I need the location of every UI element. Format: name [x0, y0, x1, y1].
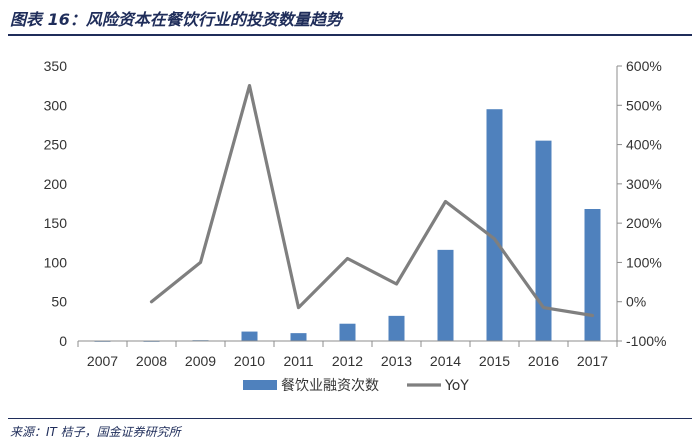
- x-tick-label-2014: 2014: [430, 353, 461, 369]
- y-right-tick-label: 100%: [626, 254, 662, 270]
- y-left-tick-label: 300: [44, 97, 68, 113]
- legend-bar-label: 餐饮业融资次数: [281, 378, 379, 394]
- x-tick-label-2011: 2011: [283, 353, 313, 369]
- legend-line-label: YoY: [444, 378, 469, 394]
- x-tick-label-2017: 2017: [577, 353, 608, 369]
- x-tick-label-2010: 2010: [234, 353, 265, 369]
- y-left-tick-label: 0: [59, 333, 67, 349]
- x-tick-label-2012: 2012: [332, 353, 363, 369]
- bar-2014: [437, 249, 454, 341]
- y-right-tick-label: 300%: [626, 176, 662, 192]
- bar-2017: [584, 209, 601, 341]
- bar-2013: [388, 315, 405, 341]
- bar-2016: [535, 140, 552, 341]
- legend-bar-swatch: [243, 380, 277, 390]
- axes: 2007 2008 2009 2010 2011 2012 2013 2014 2015 2016…: [44, 58, 667, 369]
- chart-title: 图表 16：风险资本在餐饮行业的投资数量趋势: [10, 10, 342, 29]
- y-left-tick-label: 350: [44, 58, 68, 74]
- x-tick-label-2015: 2015: [479, 353, 510, 369]
- title-divider: [8, 34, 692, 36]
- y-right-tick-label: 0%: [626, 294, 646, 310]
- yoy-line-series: [149, 83, 595, 318]
- y-left-tick-label: 50: [51, 294, 67, 310]
- x-tick-label-2013: 2013: [381, 353, 412, 369]
- source-note: 来源：IT 桔子，国金证券研究所: [10, 425, 181, 439]
- y-right-tick-label: 200%: [626, 215, 662, 231]
- source-divider: [8, 418, 692, 419]
- y-left-tick-label: 150: [44, 215, 68, 231]
- bar-2012: [339, 323, 356, 341]
- yoy-line: [149, 83, 595, 318]
- y-right-tick-label: -100%: [626, 333, 666, 349]
- y-left-tick-label: 100: [44, 254, 68, 270]
- bar-2011: [290, 333, 307, 341]
- bar-2015: [486, 109, 503, 341]
- x-tick-label-2007: 2007: [87, 353, 118, 369]
- legend: 餐饮业融资次数 YoY: [243, 378, 469, 394]
- x-tick-label-2009: 2009: [185, 353, 216, 369]
- y-right-tick-label: 600%: [626, 58, 662, 74]
- x-tick-label-2008: 2008: [136, 353, 167, 369]
- bar-2010: [241, 331, 258, 341]
- bar-series: [94, 109, 601, 342]
- y-left-tick-label: 200: [44, 176, 68, 192]
- y-left-tick-label: 250: [44, 137, 68, 153]
- y-right-tick-label: 400%: [626, 137, 662, 153]
- x-tick-label-2016: 2016: [528, 353, 559, 369]
- y-right-tick-label: 500%: [626, 97, 662, 113]
